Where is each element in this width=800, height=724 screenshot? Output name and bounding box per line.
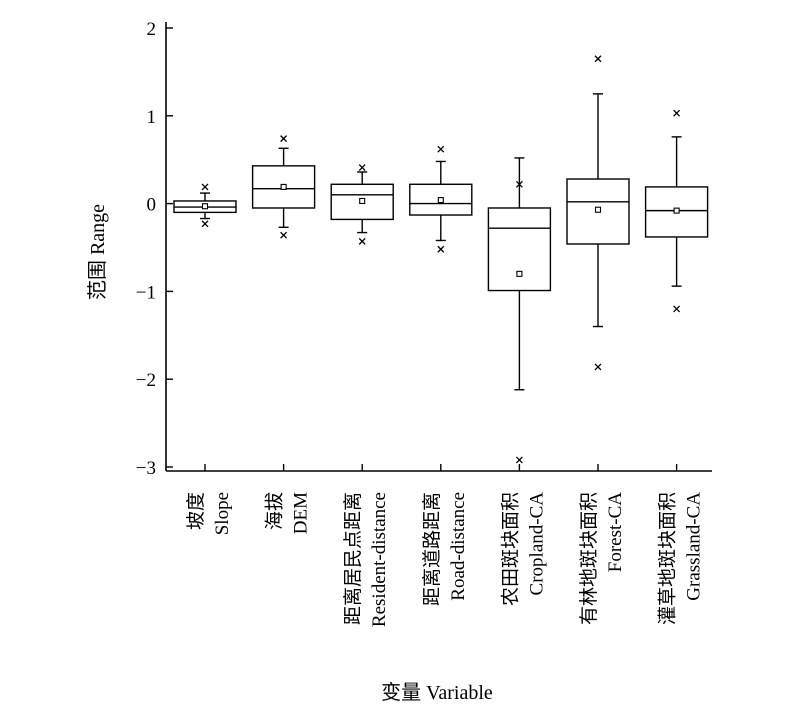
outlier-marker bbox=[358, 237, 366, 245]
x-category-label-en: Slope bbox=[212, 492, 233, 535]
box bbox=[487, 207, 552, 292]
outlier-marker bbox=[673, 109, 681, 117]
x-category-label-zh: 有林地斑块面积 bbox=[578, 492, 600, 625]
x-category-label-zh: 海拔 bbox=[264, 492, 286, 530]
outlier-marker bbox=[280, 231, 288, 239]
x-axis-title: 变量 Variable bbox=[381, 681, 493, 704]
mean-marker bbox=[201, 203, 209, 210]
mean-marker bbox=[359, 197, 366, 205]
mean-marker bbox=[673, 207, 680, 214]
y-tick-label: −2 bbox=[136, 370, 156, 391]
x-category-label-en: DEM bbox=[291, 492, 312, 534]
x-category-label-zh: 灌草地斑块面积 bbox=[657, 492, 679, 625]
outlier-marker bbox=[594, 55, 602, 63]
outlier-marker bbox=[594, 363, 602, 371]
outlier-marker bbox=[280, 135, 288, 143]
y-tick-label: 0 bbox=[147, 195, 157, 216]
mean-marker bbox=[437, 197, 444, 204]
y-tick-label: 2 bbox=[147, 19, 157, 40]
x-category-label-zh: 农田斑块面积 bbox=[499, 492, 521, 606]
x-category-label-en: Resident-distance bbox=[369, 492, 390, 627]
y-tick-label: −3 bbox=[136, 458, 156, 479]
y-axis-title: 范围 Range bbox=[86, 204, 109, 300]
x-category-label-en: Forest-CA bbox=[605, 492, 626, 573]
outlier-marker bbox=[358, 164, 366, 172]
outlier-marker bbox=[515, 456, 523, 464]
x-category-label-en: Grassland-CA bbox=[684, 492, 705, 601]
mean-marker bbox=[280, 183, 287, 190]
x-category-label-zh: 距离居民点距离 bbox=[342, 492, 364, 625]
y-tick-label: −1 bbox=[136, 282, 156, 303]
x-category-label-zh: 距离道路距离 bbox=[421, 492, 443, 606]
outlier-marker bbox=[673, 305, 681, 313]
x-category-label-en: Road-distance bbox=[448, 492, 469, 601]
outlier-marker bbox=[515, 180, 523, 188]
x-category-label-zh: 坡度 bbox=[185, 492, 207, 530]
outlier-marker bbox=[201, 183, 209, 191]
y-tick-label: 1 bbox=[147, 107, 157, 128]
outlier-marker bbox=[437, 245, 445, 253]
outlier-marker bbox=[437, 145, 445, 153]
outlier-marker bbox=[201, 220, 209, 228]
plot-area: 2 1 0 −1 −2 −3 坡度 Slope 海拔 DEM 距离居民点距离 Resident-dis… bbox=[136, 19, 712, 627]
x-category-label-en: Cropland-CA bbox=[526, 492, 547, 596]
mean-marker bbox=[594, 206, 602, 213]
mean-marker bbox=[516, 270, 523, 277]
